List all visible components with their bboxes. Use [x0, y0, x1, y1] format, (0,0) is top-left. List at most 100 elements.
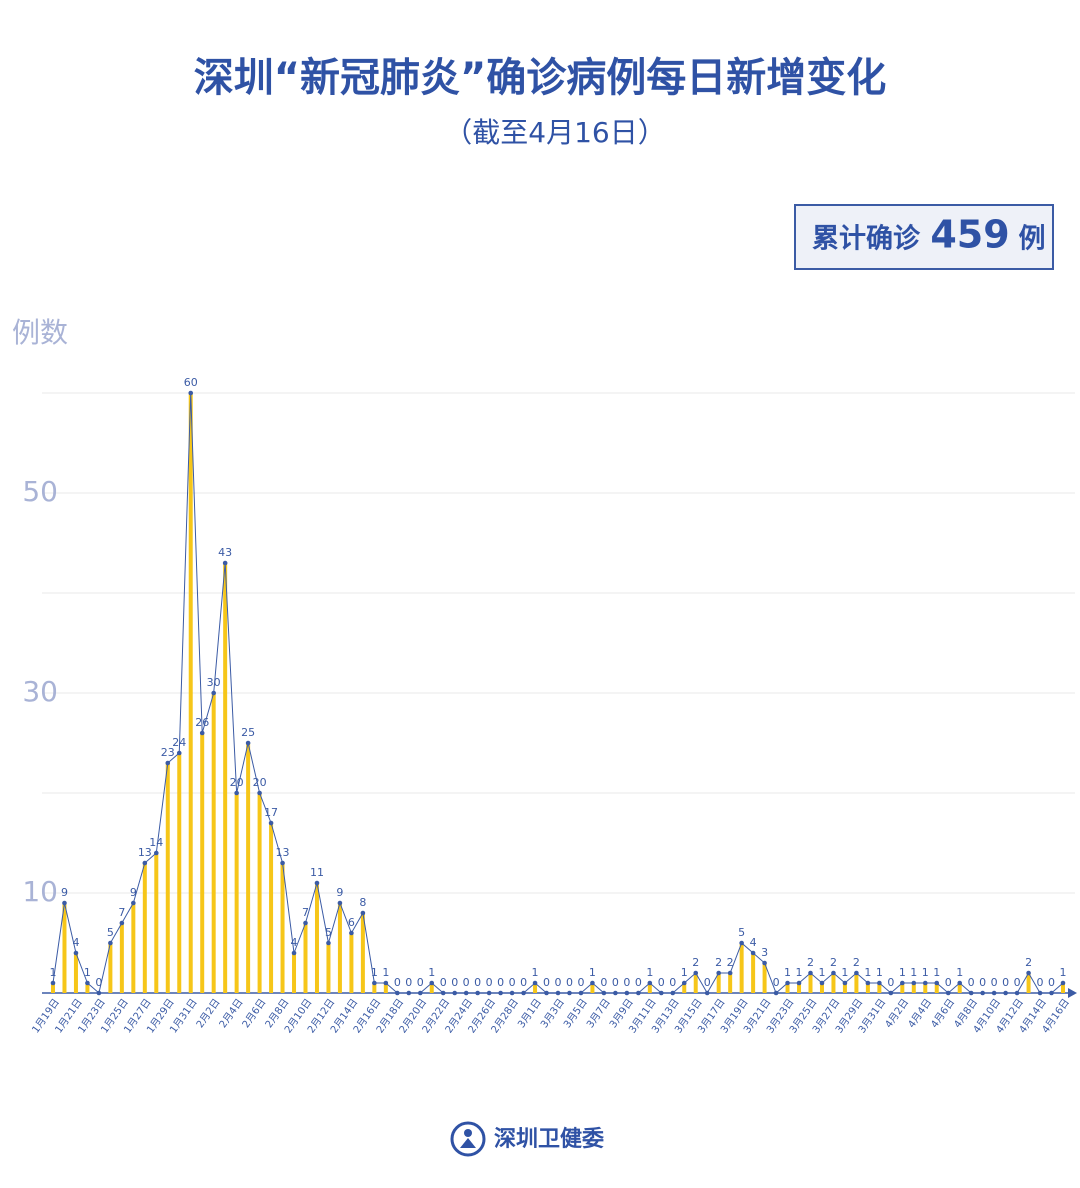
bar [533, 983, 538, 993]
point [945, 990, 951, 996]
bar [957, 983, 962, 993]
bar [177, 753, 182, 993]
data-label: 0 [968, 976, 975, 989]
total-value: 459 [930, 213, 1009, 257]
bar [165, 763, 170, 993]
point [900, 980, 905, 986]
data-label: 0 [497, 976, 504, 989]
data-label: 1 [910, 966, 917, 979]
data-label: 2 [727, 956, 734, 969]
point [280, 860, 285, 866]
point [498, 990, 503, 996]
source-logo [450, 1121, 486, 1157]
bar [785, 983, 790, 993]
point [349, 930, 354, 936]
data-label: 60 [184, 376, 198, 389]
y-tick-label: 30 [22, 675, 58, 708]
data-label: 1 [646, 966, 653, 979]
data-label: 4 [291, 936, 298, 949]
point [509, 990, 515, 996]
bar [900, 983, 905, 993]
data-label: 1 [84, 966, 91, 979]
bar [911, 983, 916, 993]
data-label: 2 [692, 956, 699, 969]
data-label: 1 [876, 966, 883, 979]
point [773, 990, 779, 996]
data-label: 0 [463, 976, 470, 989]
data-label: 4 [750, 936, 757, 949]
total-suffix: 例 [1019, 224, 1046, 255]
bar [728, 973, 733, 993]
bar [647, 983, 652, 993]
x-axis-arrow [1068, 988, 1077, 998]
point [716, 970, 721, 976]
chart-title: 深圳“新冠肺炎”确诊病例每日新增变化 [194, 55, 887, 101]
point [165, 760, 171, 766]
data-label: 0 [405, 976, 412, 989]
bar [831, 973, 836, 993]
bar [349, 933, 354, 993]
data-label: 1 [899, 966, 906, 979]
data-label: 17 [264, 806, 278, 819]
bar [85, 983, 90, 993]
data-label: 1 [784, 966, 791, 979]
data-label: 30 [207, 676, 221, 689]
point [968, 990, 974, 996]
bar [739, 943, 744, 993]
data-label: 1 [371, 966, 378, 979]
data-label: 0 [394, 976, 401, 989]
point [590, 980, 595, 986]
data-label: 0 [979, 976, 986, 989]
bar [337, 903, 342, 993]
bar [234, 793, 239, 993]
bar [280, 863, 285, 993]
bar [682, 983, 687, 993]
data-label: 1 [532, 966, 539, 979]
data-label: 2 [1025, 956, 1032, 969]
data-label: 0 [600, 976, 607, 989]
data-label: 1 [796, 966, 803, 979]
data-label: 0 [543, 976, 550, 989]
point [337, 900, 343, 906]
bar [188, 393, 193, 993]
point [578, 990, 584, 996]
point [119, 920, 125, 926]
point [658, 990, 664, 996]
data-label: 9 [61, 886, 68, 899]
data-label: 1 [818, 966, 825, 979]
point [463, 990, 469, 996]
data-label: 1 [681, 966, 688, 979]
point [888, 990, 894, 996]
point [980, 990, 985, 996]
bar [716, 973, 721, 993]
point [957, 980, 963, 986]
data-label: 0 [773, 976, 780, 989]
data-label: 1 [1060, 966, 1067, 979]
data-label: 1 [382, 966, 389, 979]
data-label: 14 [149, 836, 163, 849]
data-label: 9 [336, 886, 343, 899]
point [326, 940, 331, 946]
point [934, 980, 940, 986]
data-label: 0 [577, 976, 584, 989]
point [911, 980, 917, 986]
point [383, 980, 389, 986]
point [991, 990, 997, 996]
data-label: 6 [348, 916, 355, 929]
bar [62, 903, 67, 993]
data-label: 1 [841, 966, 848, 979]
point [567, 990, 572, 996]
data-label: 0 [440, 976, 447, 989]
data-label: 0 [658, 976, 665, 989]
data-label: 0 [417, 976, 424, 989]
point [1026, 970, 1031, 976]
point [819, 980, 825, 986]
point [532, 980, 538, 986]
bar [429, 983, 434, 993]
bar [751, 953, 756, 993]
bar [877, 983, 882, 993]
data-label: 3 [761, 946, 768, 959]
point [62, 900, 67, 906]
data-label: 24 [172, 736, 186, 749]
data-label: 2 [807, 956, 814, 969]
